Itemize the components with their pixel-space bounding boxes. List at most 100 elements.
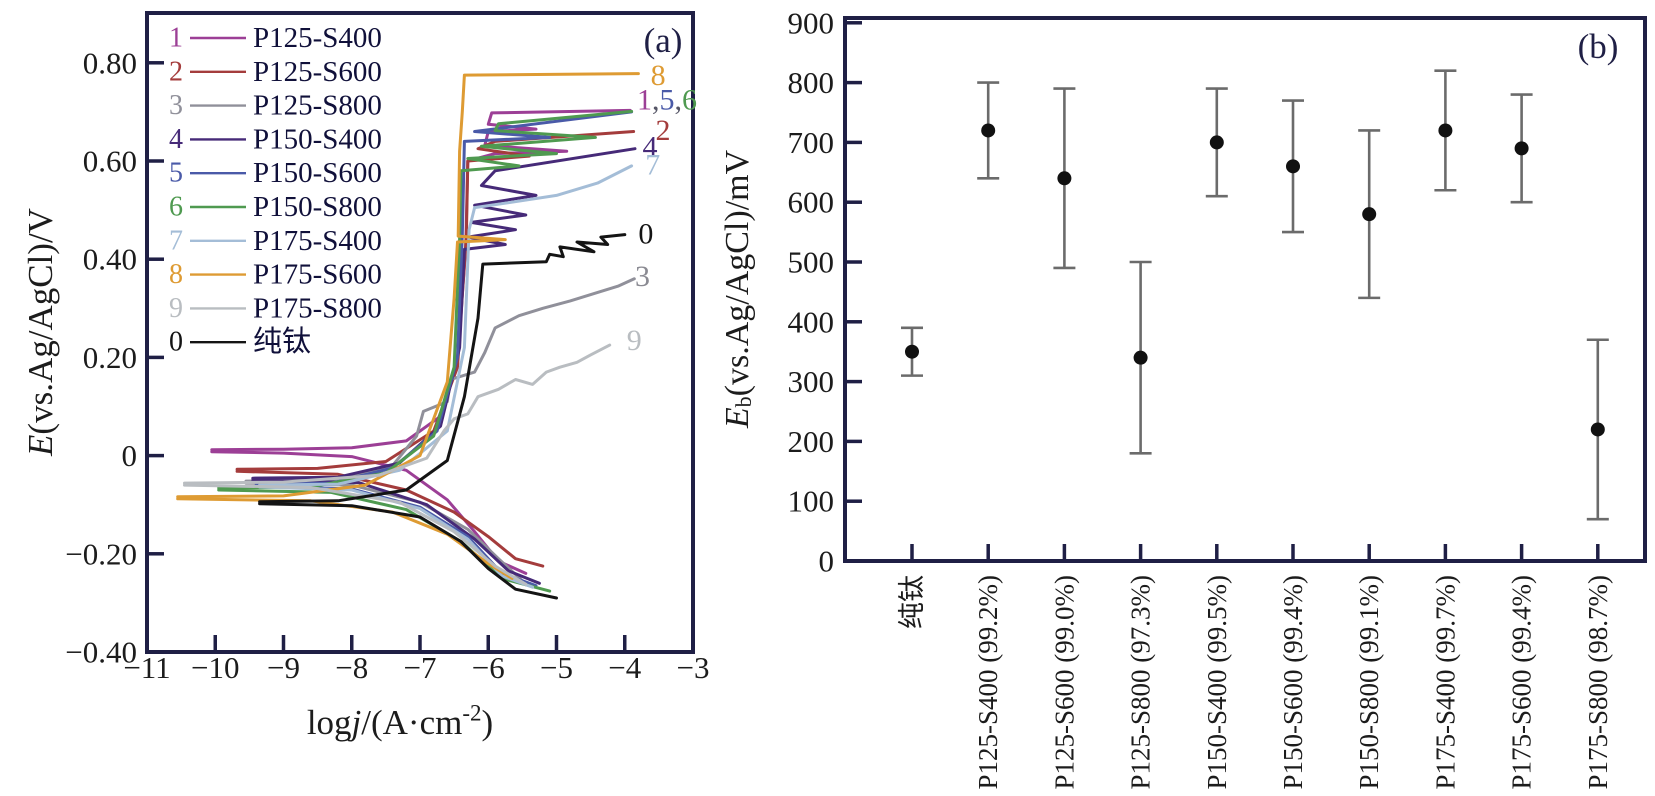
legend-label-7: P175-S400 bbox=[253, 225, 382, 257]
series-8-anodic bbox=[176, 72, 640, 499]
curve-label-7-part: 9 bbox=[627, 324, 642, 357]
y-tick-label-b: 200 bbox=[788, 424, 835, 459]
x-axis-title-a-part: /(A·cm bbox=[361, 703, 462, 742]
series-2-cathodic bbox=[235, 469, 545, 568]
series-9-cathodic bbox=[183, 483, 528, 586]
y-tick-label-b: 100 bbox=[788, 484, 835, 519]
panel-b-breakdown-potential-chart: 0 100 200 300 400 500 600 700 800 900 纯钛 P125-S400 … bbox=[719, 5, 1647, 790]
x-category-label-b: P150-S600 (99.4%) bbox=[1278, 575, 1308, 790]
legend-label-5: P150-S600 bbox=[253, 157, 382, 189]
y-axis-title-b-part: (vs.Ag/AgCl)/mV bbox=[719, 149, 756, 396]
series-0-cathodic bbox=[258, 502, 558, 600]
x-tick-label-a: −3 bbox=[677, 650, 710, 685]
legend-num-4: 4 bbox=[169, 124, 183, 155]
x-category-label-b: P150-S800 (99.1%) bbox=[1354, 575, 1384, 790]
x-category-label-b: P150-S400 (99.5%) bbox=[1202, 575, 1232, 790]
y-tick-label-b: 0 bbox=[819, 544, 835, 579]
data-point bbox=[981, 123, 996, 138]
curve-label-1-part: , bbox=[675, 83, 683, 116]
legend-label-4: P150-S400 bbox=[253, 123, 382, 155]
y-tick-label-a: 0.60 bbox=[83, 144, 137, 179]
data-point bbox=[1286, 159, 1300, 174]
legend-num-0: 0 bbox=[169, 327, 183, 358]
y-tick-label-a: 0.40 bbox=[83, 242, 137, 277]
x-axis-title-a-part: -2 bbox=[462, 701, 481, 726]
x-category-label-b: P125-S800 (97.3%) bbox=[1126, 575, 1156, 790]
x-category-label-b: P125-S600 (99.0%) bbox=[1049, 575, 1079, 790]
x-axis-title-a: logj/(A·cm-2) bbox=[307, 701, 493, 742]
legend-num-9: 9 bbox=[169, 293, 183, 324]
curve-label-1: 1,5,6 bbox=[637, 83, 697, 116]
x-category-label-b: P175-S400 (99.7%) bbox=[1430, 575, 1460, 790]
curve-label-2: 2 bbox=[655, 114, 670, 147]
data-point bbox=[1514, 141, 1529, 156]
y-tick-label-a: 0 bbox=[122, 438, 138, 473]
y-tick-label-b: 900 bbox=[788, 5, 835, 40]
panel-a-polarization-chart: 0.800.600.400.200−0.20−0.40−11 −10 −9 −8 −7−… bbox=[21, 11, 710, 742]
curve-label-0-part: 8 bbox=[651, 59, 666, 92]
curve-label-3: 4 bbox=[642, 130, 657, 163]
x-category-label-b: 纯钛 bbox=[897, 575, 927, 629]
data-point bbox=[1209, 135, 1224, 150]
curve-label-6-part: 3 bbox=[635, 259, 650, 292]
y-tick-label-b: 800 bbox=[788, 65, 835, 100]
legend-num-7: 7 bbox=[169, 225, 183, 256]
curve-label-1-part: , bbox=[652, 83, 660, 116]
data-point bbox=[1590, 422, 1605, 437]
legend-num-5: 5 bbox=[169, 158, 183, 189]
curve-label-4-part: 7 bbox=[645, 148, 660, 181]
panel-tag-a: (a) bbox=[644, 21, 683, 60]
y-tick-label-b: 700 bbox=[788, 125, 835, 160]
y-axis-title-b-part: E bbox=[719, 407, 756, 429]
series-0-anodic bbox=[258, 233, 627, 504]
curve-label-1-part: 6 bbox=[682, 83, 697, 116]
curve-label-1-part: 1 bbox=[637, 83, 652, 116]
data-point bbox=[1362, 207, 1377, 222]
y-tick-label-b: 600 bbox=[788, 185, 835, 220]
legend-label-0: 纯钛 bbox=[253, 325, 311, 358]
curve-label-5: 0 bbox=[638, 217, 653, 250]
x-category-label-b: P175-S600 (99.4%) bbox=[1507, 575, 1537, 790]
legend-num-3: 3 bbox=[169, 90, 183, 121]
x-axis-title-a-part: j bbox=[348, 703, 362, 742]
legend-label-8: P175-S600 bbox=[253, 259, 382, 291]
legend-label-6: P150-S800 bbox=[253, 191, 382, 223]
x-tick-label-a: −9 bbox=[267, 650, 300, 685]
legend-label-2: P125-S600 bbox=[253, 56, 382, 88]
series-6-anodic bbox=[217, 109, 634, 490]
plot-border-a bbox=[145, 11, 695, 654]
y-axis-title-a-part: (vs.Ag/AgCl)/V bbox=[21, 208, 60, 435]
y-tick-label-b: 300 bbox=[788, 364, 835, 399]
panel-tag-b: (b) bbox=[1578, 27, 1619, 66]
series-9-anodic bbox=[183, 343, 612, 485]
x-tick-label-a: −11 bbox=[123, 650, 170, 685]
x-category-label-b: P125-S400 (99.2%) bbox=[973, 575, 1003, 790]
curve-label-2-part: 2 bbox=[655, 114, 670, 147]
legend-label-1: P125-S400 bbox=[253, 22, 382, 54]
y-axis-title-b-part: b bbox=[731, 396, 756, 407]
y-axis-title-b: Eb(vs.Ag/AgCl)/mV bbox=[719, 149, 756, 429]
x-tick-label-a: −10 bbox=[191, 650, 239, 685]
curve-label-1-part: 5 bbox=[660, 83, 675, 116]
x-tick-label-a: −6 bbox=[472, 650, 505, 685]
y-axis-title-a-part: E bbox=[21, 435, 60, 457]
y-tick-label-b: 400 bbox=[788, 304, 835, 339]
y-tick-label-a: 0.80 bbox=[83, 45, 137, 80]
y-tick-label-a: 0.20 bbox=[83, 340, 137, 375]
curve-label-4: 7 bbox=[645, 148, 660, 181]
legend-label-9: P175-S800 bbox=[253, 292, 382, 324]
legend-num-8: 8 bbox=[169, 259, 183, 290]
x-axis-title-a-part: log bbox=[307, 703, 352, 742]
y-tick-label-a: −0.40 bbox=[65, 635, 137, 670]
x-axis-title-a-part: ) bbox=[482, 703, 494, 742]
plot-border-b bbox=[843, 16, 1647, 563]
y-axis-title-a: E(vs.Ag/AgCl)/V bbox=[21, 208, 60, 457]
x-tick-label-a: −7 bbox=[404, 650, 437, 685]
curve-label-0: 8 bbox=[651, 59, 666, 92]
data-point bbox=[1438, 123, 1453, 138]
legend-num-2: 2 bbox=[169, 56, 183, 87]
data-point bbox=[905, 344, 919, 359]
x-tick-label-a: −4 bbox=[608, 650, 641, 685]
